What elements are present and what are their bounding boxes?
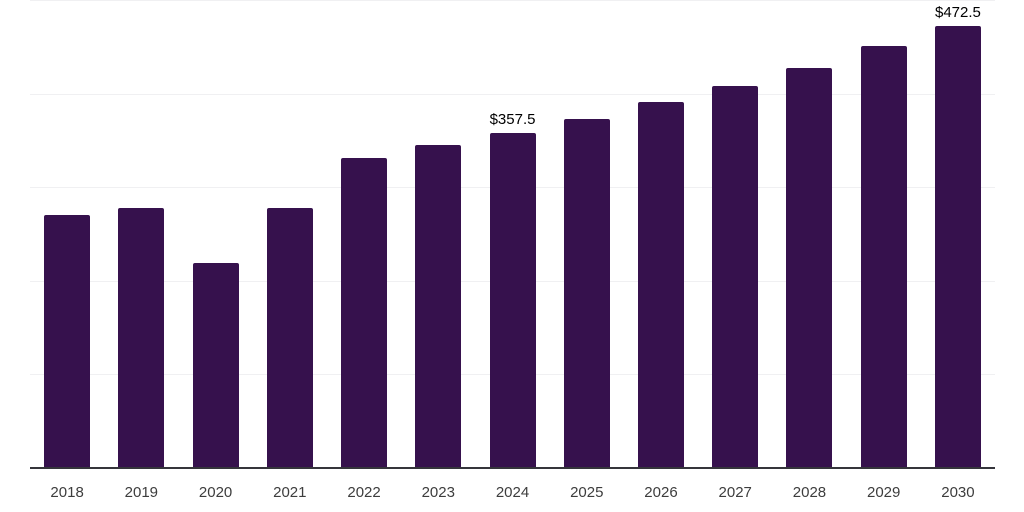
bar-2020 [192,263,239,468]
bar-2025 [563,118,610,468]
data-label-2024: $357.5 [489,111,536,129]
bar-2022 [341,158,388,468]
x-axis-line [30,467,995,469]
bar-2019 [118,208,165,468]
bar-column-2029 [847,0,921,468]
bar-column-2019 [104,0,178,468]
bar-column-2026 [624,0,698,468]
bar-column-2022 [327,0,401,468]
bar-2023 [415,145,462,468]
x-axis-labels: 2018 2019 2020 2021 2022 2023 2024 2025 2026 2027… [30,484,995,502]
bars-row: $357.5 $472.5 [30,0,995,468]
bar-column-2024: $357.5 [475,0,549,468]
x-tick-label-2022: 2022 [347,484,381,501]
x-tick-label-2029: 2029 [867,484,901,501]
plot-area: $357.5 $472.5 [30,0,995,468]
bar-2021 [266,207,313,468]
x-tick-label-2025: 2025 [570,484,604,501]
bar-2028 [786,67,833,468]
bar-2018 [44,215,91,468]
bar-2029 [860,45,907,468]
bar-column-2028 [772,0,846,468]
bar-column-2030: $472.5 [921,0,995,468]
bar-2027 [712,85,759,468]
bar-column-2020 [178,0,252,468]
gridline-400 [30,93,995,95]
bar-2024 [489,133,536,468]
bar-column-2018 [30,0,104,468]
x-tick-label-2027: 2027 [718,484,752,501]
x-tick-label-2023: 2023 [421,484,455,501]
x-tick-label-2030: 2030 [941,484,975,501]
gridline-500 [30,0,995,1]
x-tick-label-2024: 2024 [495,484,530,501]
bar-column-2027 [698,0,772,468]
x-tick-label-2020: 2020 [198,484,233,501]
x-tick-label-2018: 2018 [50,484,84,501]
x-tick-label-2019: 2019 [124,484,159,501]
data-label-2030: $472.5 [934,3,981,21]
bar-column-2023 [401,0,475,468]
bar-2026 [637,101,684,468]
x-tick-label-2021: 2021 [273,484,307,501]
bar-2030 [934,25,981,468]
x-tick-label-2026: 2026 [644,484,678,501]
bar-column-2021 [253,0,327,468]
x-tick-label-2028: 2028 [792,484,827,501]
bar-column-2025 [550,0,624,468]
